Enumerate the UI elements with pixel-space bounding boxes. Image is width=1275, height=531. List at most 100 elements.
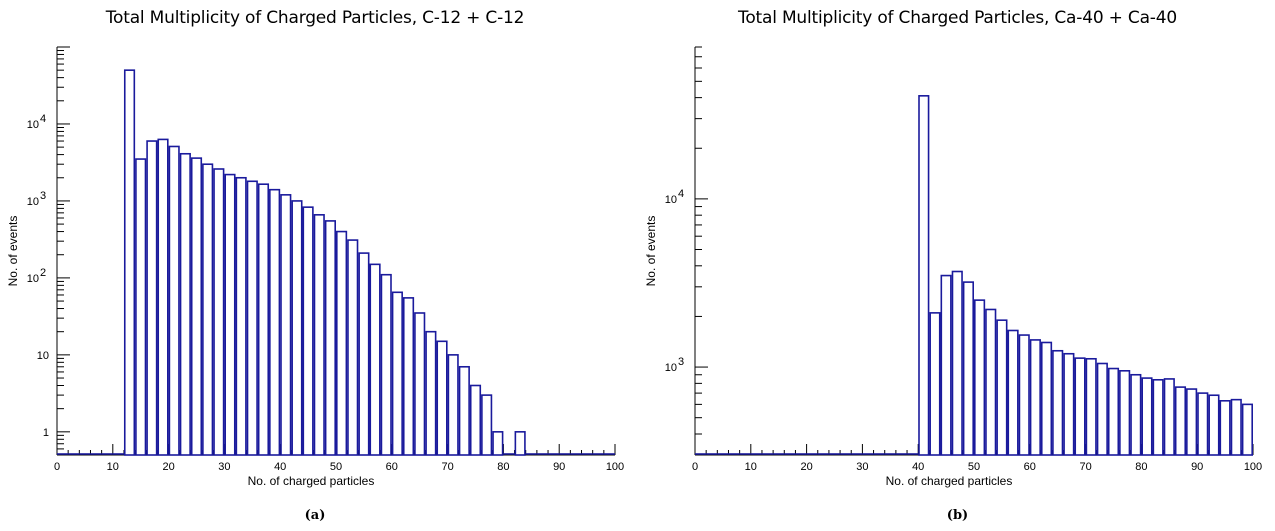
y-tick-exponent: 3 [678,356,684,368]
y-axis-label: No. of events [644,216,658,287]
x-tick-label: 100 [606,461,624,473]
x-tick-label: 50 [968,461,980,473]
x-tick-label: 90 [553,461,565,473]
x-tick-label: 60 [386,461,398,473]
histogram-bar [168,145,180,456]
histogram-bar [1107,367,1120,456]
x-tick-label: 10 [107,461,119,473]
histogram-bar [269,188,281,456]
histogram-bar [962,281,975,456]
histogram-bar [996,319,1008,456]
chart-panel-a: Total Multiplicity of Charged Particles,… [0,0,630,531]
histogram-bar [951,270,963,456]
histogram-bar [1063,352,1075,456]
x-tick-label: 20 [800,461,812,473]
histogram-bar [469,384,482,456]
histogram-bar [402,297,415,456]
histogram-bar [380,273,392,456]
x-tick-label: 20 [162,461,174,473]
chart-title: Total Multiplicity of Charged Particles,… [738,8,1177,28]
histogram-bar [313,214,325,456]
x-tick-label: 10 [745,461,757,473]
histogram-bar [324,220,337,456]
histogram-bar [1029,339,1041,456]
x-axis-label: No. of charged particles [248,474,375,488]
y-tick-label: 10 [665,194,677,206]
histogram-bar [123,69,136,456]
histogram-bar [940,274,952,456]
x-tick-label: 80 [1135,461,1147,473]
histogram-bar [280,194,292,456]
x-tick-label: 70 [1079,461,1091,473]
histogram-bar [985,308,997,456]
histogram-bar [146,140,158,456]
y-tick-label: 10 [27,273,39,285]
x-axis-label: No. of charged particles [886,474,1013,488]
histogram-bar [1096,362,1108,456]
histogram-bar [1085,357,1097,456]
chart-panel-b: Total Multiplicity of Charged Particles,… [640,0,1275,531]
histogram-bar [1197,392,1209,456]
histogram-bar [1130,373,1142,456]
x-tick-label: 100 [1244,461,1262,473]
histogram-bar [1174,386,1187,456]
y-tick-exponent: 4 [678,188,684,200]
histogram-bar [436,340,448,456]
histogram-bar [447,354,459,456]
histogram-bar [1186,388,1198,456]
histogram-bar [514,431,526,456]
histogram-bar [425,330,437,456]
chart-title: Total Multiplicity of Charged Particles,… [105,8,525,28]
y-tick-label: 1 [43,427,49,439]
x-tick-label: 0 [692,461,698,473]
histogram-bar [224,173,236,456]
histogram-bar [414,312,426,456]
histogram-bar [213,168,225,456]
histogram-bar [918,95,930,456]
histogram-bar [347,239,359,456]
histogram-bar [481,394,493,456]
histogram-bar [929,312,941,456]
x-tick-label: 60 [1024,461,1036,473]
x-tick-label: 40 [912,461,924,473]
histogram-bar [1230,398,1242,456]
histogram-bar [391,291,403,456]
histogram-bar [291,200,303,456]
x-tick-label: 70 [441,461,453,473]
histogram-bar [492,431,504,456]
x-tick-label: 50 [330,461,342,473]
histogram-bar [1241,403,1254,456]
x-tick-label: 80 [497,461,509,473]
y-tick-exponent: 3 [40,190,46,202]
x-tick-label: 40 [274,461,286,473]
histogram-bar [1141,377,1153,456]
histogram-bar [190,157,203,456]
histogram-bar [135,158,147,456]
y-axis-label: No. of events [6,216,20,287]
histogram-bar [157,138,169,456]
histogram-bar [973,299,986,456]
histogram-bar [458,365,470,456]
histogram-bar [358,252,370,456]
histogram-bar [202,163,214,456]
histogram-bar [1074,357,1086,456]
figure-caption: (a) [304,508,326,523]
histogram-bar [1052,349,1064,456]
histogram-bar [1119,370,1131,456]
histogram-bar [246,180,258,456]
histogram-bar [179,152,191,456]
histogram-bar [335,230,348,456]
histogram-bar [1208,394,1220,456]
histogram-bar [1163,378,1175,456]
histogram-bar [1018,334,1030,456]
histogram-bar [235,176,247,456]
histogram-bar [1219,400,1231,456]
x-tick-label: 30 [218,461,230,473]
histogram-bar [1007,329,1019,456]
y-tick-label: 10 [27,119,39,131]
histogram-bar [1152,378,1164,456]
histogram-bar [257,183,270,456]
histogram-bar [1040,341,1053,456]
y-tick-label: 10 [37,350,49,362]
